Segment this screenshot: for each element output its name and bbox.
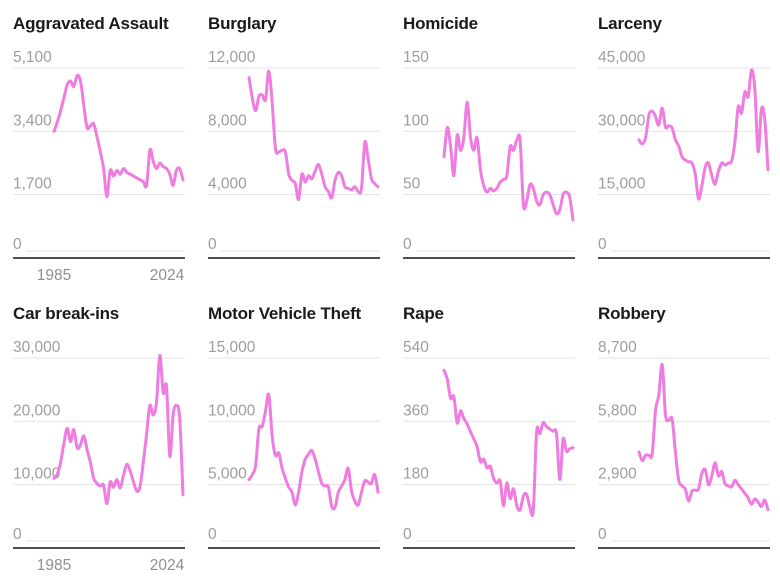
x-tick-label-start: 1985 bbox=[37, 267, 71, 284]
y-tick-label: 100 bbox=[403, 112, 429, 129]
chart-plot: 15,000 10,000 5,000 0 bbox=[208, 339, 380, 549]
y-tick-label-zero: 0 bbox=[13, 236, 22, 253]
y-tick-label: 10,000 bbox=[13, 466, 61, 483]
y-tick-label: 1,700 bbox=[13, 176, 52, 193]
y-tick-label: 180 bbox=[403, 466, 429, 483]
y-tick-label: 360 bbox=[403, 402, 429, 419]
crime-chart-cell: Motor Vehicle Theft 15,000 10,000 5,000 0 bbox=[208, 290, 380, 580]
chart-plot: 45,000 30,000 15,000 0 bbox=[598, 49, 770, 259]
chart-plot: 30,000 20,000 10,000 0 1985 2024 bbox=[13, 339, 185, 574]
x-tick-label-end: 2024 bbox=[150, 557, 185, 574]
y-tick-label: 10,000 bbox=[208, 402, 256, 419]
chart-title: Larceny bbox=[598, 14, 662, 33]
y-tick-label: 20,000 bbox=[13, 402, 61, 419]
crime-chart-cell: Car break-ins 30,000 20,000 10,000 0 1985 202… bbox=[13, 290, 185, 580]
data-line bbox=[247, 69, 380, 201]
crime-chart-cell: Homicide 150 100 50 0 bbox=[403, 0, 575, 290]
chart-title: Motor Vehicle Theft bbox=[208, 304, 361, 323]
y-tick-label: 5,100 bbox=[13, 49, 52, 66]
data-line bbox=[637, 68, 770, 201]
y-tick-label-zero: 0 bbox=[403, 526, 412, 543]
chart-title: Robbery bbox=[598, 304, 666, 323]
y-tick-label: 5,800 bbox=[598, 402, 637, 419]
y-tick-label: 540 bbox=[403, 339, 429, 356]
chart-plot: 540 360 180 0 bbox=[403, 339, 575, 549]
data-line bbox=[52, 73, 185, 199]
y-tick-label: 50 bbox=[403, 176, 421, 193]
x-tick-label-end: 2024 bbox=[150, 267, 185, 284]
data-line bbox=[442, 368, 575, 517]
crime-chart-cell: Burglary 12,000 8,000 4,000 0 bbox=[208, 0, 380, 290]
chart-title: Aggravated Assault bbox=[13, 14, 169, 33]
data-line bbox=[52, 353, 185, 506]
y-tick-label: 2,900 bbox=[598, 466, 637, 483]
crime-chart-cell: Rape 540 360 180 0 bbox=[403, 290, 575, 580]
data-line bbox=[637, 363, 770, 512]
y-tick-label: 30,000 bbox=[598, 112, 646, 129]
crime-chart-cell: Aggravated Assault 5,100 3,400 1,700 0 1985 2… bbox=[13, 0, 185, 290]
x-tick-label-start: 1985 bbox=[37, 557, 71, 574]
y-tick-label: 150 bbox=[403, 49, 429, 66]
y-tick-label-zero: 0 bbox=[208, 236, 217, 253]
chart-plot: 150 100 50 0 bbox=[403, 49, 575, 259]
y-tick-label: 8,000 bbox=[208, 112, 247, 129]
chart-plot: 5,100 3,400 1,700 0 1985 2024 bbox=[13, 49, 185, 284]
chart-plot: 12,000 8,000 4,000 0 bbox=[208, 49, 380, 259]
y-tick-label: 12,000 bbox=[208, 49, 256, 66]
data-line bbox=[247, 392, 380, 511]
y-tick-label: 5,000 bbox=[208, 466, 247, 483]
y-tick-label-zero: 0 bbox=[13, 526, 22, 543]
y-tick-label: 45,000 bbox=[598, 49, 646, 66]
crime-chart-cell: Larceny 45,000 30,000 15,000 0 bbox=[598, 0, 770, 290]
y-tick-label: 4,000 bbox=[208, 176, 247, 193]
y-tick-label-zero: 0 bbox=[598, 236, 607, 253]
y-tick-label: 15,000 bbox=[208, 339, 256, 356]
y-tick-label: 30,000 bbox=[13, 339, 61, 356]
chart-title: Rape bbox=[403, 304, 444, 323]
y-tick-label: 3,400 bbox=[13, 112, 52, 129]
y-tick-label-zero: 0 bbox=[598, 526, 607, 543]
y-tick-label-zero: 0 bbox=[208, 526, 217, 543]
crime-chart-cell: Robbery 8,700 5,800 2,900 0 bbox=[598, 290, 770, 580]
chart-plot: 8,700 5,800 2,900 0 bbox=[598, 339, 770, 549]
chart-title: Burglary bbox=[208, 14, 277, 33]
chart-title: Car break-ins bbox=[13, 304, 120, 323]
chart-title: Homicide bbox=[403, 14, 478, 33]
y-tick-label: 8,700 bbox=[598, 339, 637, 356]
y-tick-label-zero: 0 bbox=[403, 236, 412, 253]
data-line bbox=[442, 100, 575, 222]
y-tick-label: 15,000 bbox=[598, 176, 646, 193]
